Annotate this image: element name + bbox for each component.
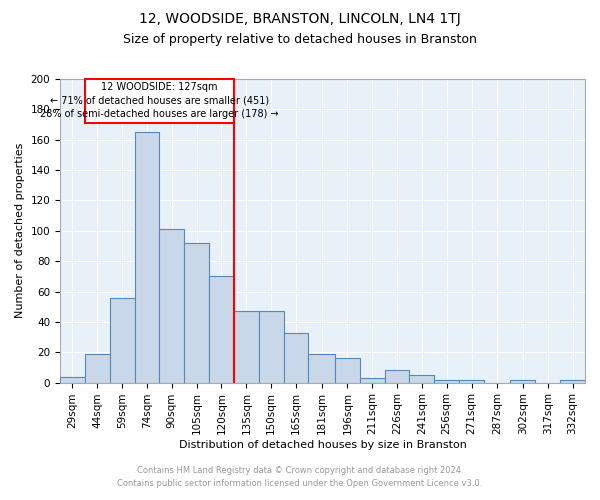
FancyBboxPatch shape — [85, 79, 234, 123]
Bar — [360, 378, 385, 382]
Text: Size of property relative to detached houses in Branston: Size of property relative to detached ho… — [123, 32, 477, 46]
Bar — [110, 298, 134, 382]
Text: 12, WOODSIDE, BRANSTON, LINCOLN, LN4 1TJ: 12, WOODSIDE, BRANSTON, LINCOLN, LN4 1TJ — [139, 12, 461, 26]
Bar — [160, 230, 184, 382]
Text: 28% of semi-detached houses are larger (178) →: 28% of semi-detached houses are larger (… — [40, 109, 279, 119]
Bar — [385, 370, 409, 382]
Bar — [60, 376, 85, 382]
Bar — [560, 380, 585, 382]
X-axis label: Distribution of detached houses by size in Branston: Distribution of detached houses by size … — [179, 440, 466, 450]
Bar — [259, 312, 284, 382]
Y-axis label: Number of detached properties: Number of detached properties — [15, 143, 25, 318]
Text: Contains HM Land Registry data © Crown copyright and database right 2024.
Contai: Contains HM Land Registry data © Crown c… — [118, 466, 482, 487]
Bar — [409, 375, 434, 382]
Bar — [234, 312, 259, 382]
Bar — [308, 354, 335, 382]
Bar — [209, 276, 234, 382]
Bar — [335, 358, 360, 382]
Bar — [511, 380, 535, 382]
Bar — [459, 380, 484, 382]
Bar — [284, 332, 308, 382]
Bar — [134, 132, 160, 382]
Bar — [184, 243, 209, 382]
Bar — [85, 354, 110, 382]
Text: ← 71% of detached houses are smaller (451): ← 71% of detached houses are smaller (45… — [50, 96, 269, 106]
Bar — [434, 380, 459, 382]
Text: 12 WOODSIDE: 127sqm: 12 WOODSIDE: 127sqm — [101, 82, 218, 92]
